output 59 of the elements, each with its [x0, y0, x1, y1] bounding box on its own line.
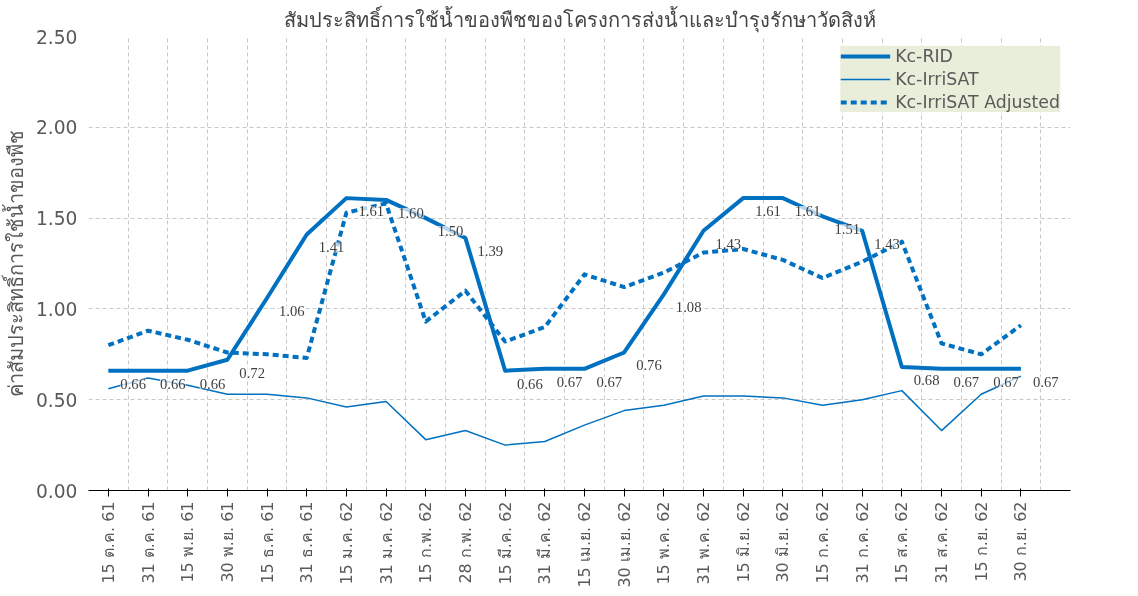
x-tick-label: 15 มี.ค. 62: [495, 501, 515, 585]
data-label: 1.61: [358, 203, 385, 220]
x-tick-label: 31 ก.ค. 62: [852, 501, 872, 584]
x-tick-label: 30 พ.ย. 61: [217, 501, 237, 583]
data-label: 0.67: [1032, 373, 1059, 390]
x-tick-label: 31 ธ.ค. 61: [297, 501, 317, 584]
data-label: 1.43: [715, 235, 742, 252]
x-tick-label: 31 ม.ค. 62: [376, 501, 396, 585]
y-tick-label: 2.00: [35, 117, 78, 139]
x-tick-label: 15 เม.ย. 62: [574, 501, 594, 588]
y-tick-label: 0.50: [35, 389, 78, 411]
x-tick-label: 28 ก.พ. 62: [455, 501, 475, 584]
x-tick-label: 15 ม.ค. 62: [336, 501, 356, 585]
y-tick-label: 1.00: [35, 298, 78, 320]
data-label: 0.67: [596, 373, 623, 390]
data-label: 0.72: [239, 364, 266, 381]
data-label: 1.41: [318, 239, 345, 256]
legend-label: Kc-IrriSAT Adjusted: [895, 92, 1060, 112]
data-label: 0.67: [953, 373, 980, 390]
data-label: 1.39: [477, 243, 504, 260]
x-tick-label: 31 พ.ค. 62: [693, 501, 713, 585]
data-label: 0.67: [993, 373, 1019, 390]
x-tick-label: 15 พ.ย. 61: [178, 501, 198, 583]
data-label: 1.51: [834, 221, 861, 238]
y-axis-title: ค่าสัมประสิทธิ์การใช้น้ำของพืช: [0, 130, 28, 397]
legend-label: Kc-RID: [895, 46, 953, 66]
x-tick-label: 15 พ.ค. 62: [654, 501, 674, 585]
x-tick-label: 15 ธ.ค. 61: [257, 501, 277, 584]
data-label: 0.76: [636, 357, 662, 374]
data-label: 0.66: [517, 375, 543, 392]
x-tick-label: 30 มิ.ย. 62: [773, 501, 793, 583]
x-tick-label: 31 ส.ค. 62: [932, 501, 952, 584]
x-tick-label: 30 ก.ย. 62: [1011, 501, 1031, 582]
data-label: 1.06: [279, 303, 305, 319]
data-label: 1.08: [675, 299, 702, 316]
x-tick-label: 31 มี.ค. 62: [535, 501, 555, 585]
data-label: 0.66: [199, 375, 226, 392]
data-label: 0.66: [120, 375, 146, 392]
data-label: 1.50: [437, 223, 464, 240]
y-tick-label: 1.50: [35, 208, 78, 230]
legend-label: Kc-IrriSAT: [895, 69, 979, 89]
y-tick-label: 2.50: [35, 26, 78, 48]
x-tick-label: 15 มิ.ย. 62: [733, 501, 753, 583]
x-tick-label: 30 เม.ย. 62: [614, 501, 634, 588]
data-label: 1.60: [398, 204, 424, 221]
x-tick-label: 15 ก.พ. 62: [416, 501, 436, 584]
data-label: 1.61: [755, 203, 781, 220]
chart-title: สัมประสิทธิ์การใช้น้ำของพืชของโครงการส่งน้ำและบำรุงรักษาวัดสิงห์: [283, 4, 876, 33]
x-tick-label: 15 ก.ค. 62: [813, 501, 833, 584]
data-label: 1.43: [874, 235, 900, 252]
data-label: 0.68: [913, 372, 940, 389]
data-label: 0.66: [160, 375, 186, 392]
data-label: 0.67: [556, 373, 583, 390]
x-tick-label: 15 ก.ย. 62: [971, 501, 991, 582]
x-tick-label: 15 ส.ค. 62: [892, 501, 912, 584]
data-label: 1.61: [794, 203, 821, 220]
x-tick-label: 31 ต.ค. 61: [138, 501, 158, 584]
x-tick-label: 15 ต.ค. 61: [98, 501, 118, 584]
y-tick-label: 0.00: [35, 480, 78, 502]
